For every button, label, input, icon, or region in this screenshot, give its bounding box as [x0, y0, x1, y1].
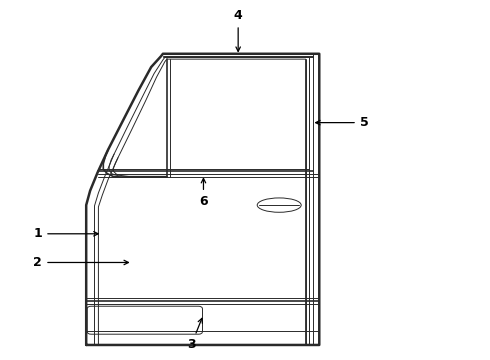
Text: 6: 6 [199, 179, 208, 208]
Text: 2: 2 [33, 256, 128, 269]
Text: 1: 1 [33, 227, 98, 240]
Text: 4: 4 [234, 9, 243, 51]
Text: 3: 3 [187, 318, 202, 351]
Text: 5: 5 [316, 116, 368, 129]
